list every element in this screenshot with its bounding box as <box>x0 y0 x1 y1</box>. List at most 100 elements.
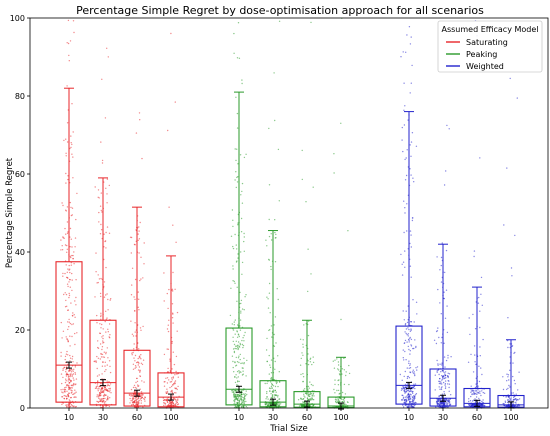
data-point <box>129 402 131 404</box>
data-point <box>479 390 481 392</box>
data-point <box>272 389 275 391</box>
data-point <box>232 360 234 363</box>
data-point <box>137 291 139 293</box>
data-point <box>141 397 143 399</box>
data-point <box>138 385 140 387</box>
data-point <box>75 396 77 398</box>
data-point <box>407 395 410 397</box>
data-point <box>246 393 248 396</box>
data-point <box>337 368 339 370</box>
data-point <box>239 325 241 327</box>
data-point <box>301 149 303 152</box>
data-point <box>138 230 140 232</box>
data-point <box>411 396 413 398</box>
data-point <box>103 402 106 404</box>
data-point <box>266 382 268 385</box>
data-point <box>309 361 312 363</box>
data-point <box>474 328 477 330</box>
data-point <box>72 361 74 363</box>
data-point <box>72 385 74 387</box>
data-point <box>243 400 245 403</box>
data-point <box>516 398 518 400</box>
data-point <box>265 398 267 400</box>
data-point <box>478 380 481 383</box>
data-point <box>237 22 240 24</box>
data-point <box>436 256 438 258</box>
data-point <box>138 348 140 350</box>
data-point <box>105 187 107 189</box>
data-point <box>175 355 178 358</box>
data-point <box>69 279 71 281</box>
data-point <box>407 119 409 121</box>
data-point <box>61 245 63 247</box>
data-point <box>106 398 109 400</box>
data-point <box>98 388 100 390</box>
data-point <box>412 372 415 374</box>
data-point <box>473 403 475 406</box>
data-point <box>164 381 166 383</box>
data-point <box>473 255 475 258</box>
data-point <box>234 405 236 407</box>
data-point <box>140 358 142 360</box>
data-point <box>237 224 239 226</box>
data-point <box>300 373 302 376</box>
data-point <box>415 145 418 147</box>
data-point <box>137 239 139 241</box>
y-tick-label: 40 <box>15 248 25 257</box>
data-point <box>278 402 280 405</box>
data-point <box>98 221 100 223</box>
data-point <box>143 242 145 244</box>
data-point <box>336 358 338 360</box>
data-point <box>65 138 67 140</box>
data-point <box>476 391 478 393</box>
data-point <box>74 300 76 302</box>
data-point <box>74 373 77 375</box>
data-point <box>136 402 139 404</box>
data-point <box>68 54 70 57</box>
data-point <box>100 400 102 403</box>
data-point <box>232 329 235 331</box>
data-point <box>409 337 411 340</box>
data-point <box>434 389 436 391</box>
data-point <box>302 373 304 375</box>
data-point <box>163 404 165 407</box>
data-point <box>102 328 104 330</box>
data-point <box>103 246 105 248</box>
data-point <box>506 380 508 382</box>
data-point <box>404 105 406 107</box>
data-point <box>69 345 71 347</box>
data-point <box>237 344 239 346</box>
data-point <box>104 240 107 242</box>
data-point <box>244 331 246 334</box>
data-point <box>236 384 238 386</box>
data-point <box>176 401 178 404</box>
data-point <box>140 329 142 331</box>
data-point <box>337 399 340 401</box>
data-point <box>109 383 112 385</box>
data-point <box>100 327 102 329</box>
data-point <box>131 333 134 335</box>
data-point <box>268 373 270 375</box>
data-point <box>75 279 77 281</box>
data-point <box>72 370 75 372</box>
data-point <box>62 368 64 370</box>
box <box>225 327 253 406</box>
data-point <box>337 384 340 386</box>
data-point <box>236 377 238 379</box>
y-tick-label: 60 <box>15 170 25 179</box>
data-point <box>240 362 242 365</box>
data-point <box>108 323 111 325</box>
data-point <box>72 254 74 257</box>
data-point <box>140 402 142 404</box>
data-point <box>61 202 63 204</box>
data-point <box>231 391 234 393</box>
data-point <box>447 383 449 385</box>
data-point <box>312 393 314 395</box>
data-point <box>237 257 239 259</box>
data-point <box>165 399 168 402</box>
data-point <box>235 356 237 359</box>
data-point <box>436 401 439 404</box>
data-point <box>404 323 407 325</box>
data-point <box>138 399 140 402</box>
data-point <box>108 232 111 234</box>
